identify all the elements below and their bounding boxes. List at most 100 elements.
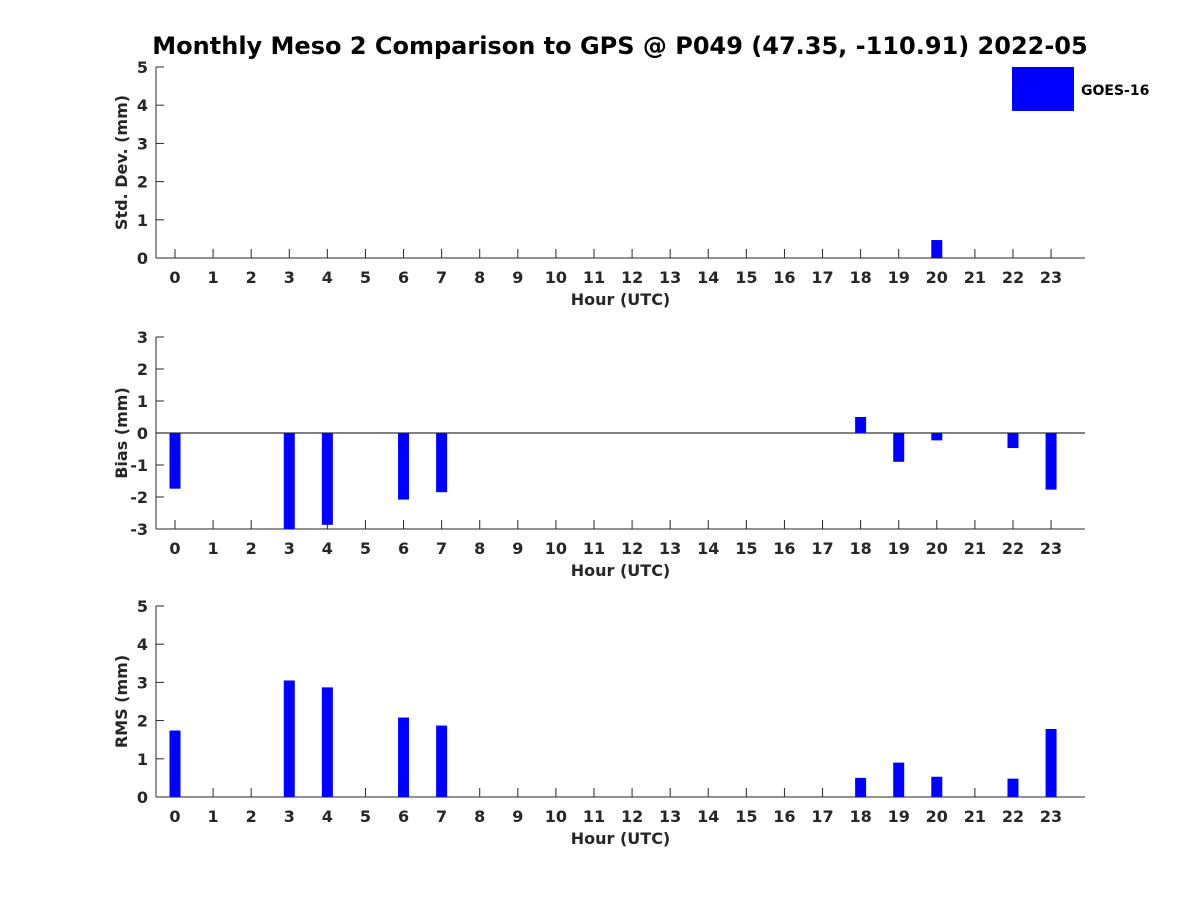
y-axis-label: Std. Dev. (mm) <box>112 95 131 230</box>
x-tick-label: 16 <box>773 807 795 826</box>
x-tick-label: 6 <box>398 268 409 287</box>
x-tick-label: 1 <box>208 807 219 826</box>
x-tick-label: 17 <box>811 539 833 558</box>
x-tick-label: 12 <box>621 807 643 826</box>
y-tick-label: 2 <box>137 712 148 731</box>
x-tick-label: 5 <box>360 539 371 558</box>
x-tick-label: 21 <box>964 268 986 287</box>
x-tick-label: 20 <box>926 807 948 826</box>
x-tick-label: 18 <box>849 539 871 558</box>
y-tick-label: 5 <box>137 597 148 616</box>
x-tick-label: 14 <box>697 807 719 826</box>
x-tick-label: 4 <box>322 268 333 287</box>
x-tick-label: 13 <box>659 268 681 287</box>
bar-hour-23 <box>1045 729 1057 797</box>
x-tick-label: 8 <box>474 268 485 287</box>
x-tick-label: 13 <box>659 807 681 826</box>
x-tick-label: 7 <box>436 539 447 558</box>
x-tick-label: 23 <box>1040 539 1062 558</box>
x-tick-label: 5 <box>360 268 371 287</box>
bar-hour-6 <box>398 717 410 797</box>
y-axis-label: RMS (mm) <box>112 655 131 748</box>
y-tick-label: 1 <box>137 750 148 769</box>
x-tick-label: 7 <box>436 807 447 826</box>
bar-hour-4 <box>321 433 333 525</box>
x-tick-label: 17 <box>811 807 833 826</box>
x-tick-label: 14 <box>697 539 719 558</box>
y-tick-label: -2 <box>130 488 148 507</box>
x-tick-label: 0 <box>169 268 180 287</box>
x-tick-label: 17 <box>811 268 833 287</box>
x-tick-label: 10 <box>545 268 567 287</box>
x-tick-label: 6 <box>398 539 409 558</box>
x-tick-label: 15 <box>735 268 757 287</box>
bar-hour-23 <box>1045 433 1057 490</box>
x-axis-label: Hour (UTC) <box>571 290 671 309</box>
x-tick-label: 3 <box>284 268 295 287</box>
x-tick-label: 15 <box>735 539 757 558</box>
legend-box <box>1012 67 1074 111</box>
bar-hour-7 <box>436 725 448 797</box>
bar-hour-3 <box>283 433 295 529</box>
bar-hour-19 <box>893 433 905 462</box>
x-tick-label: 16 <box>773 539 795 558</box>
x-tick-label: 7 <box>436 268 447 287</box>
bar-hour-22 <box>1007 778 1019 797</box>
x-tick-label: 19 <box>888 539 910 558</box>
x-tick-label: 9 <box>512 807 523 826</box>
x-tick-label: 20 <box>926 539 948 558</box>
x-tick-label: 23 <box>1040 268 1062 287</box>
bar-hour-18 <box>855 777 867 797</box>
x-tick-label: 18 <box>849 807 871 826</box>
x-tick-label: 9 <box>512 539 523 558</box>
legend: GOES-16 <box>1012 67 1149 111</box>
x-tick-label: 20 <box>926 268 948 287</box>
x-tick-label: 1 <box>208 539 219 558</box>
x-tick-label: 16 <box>773 268 795 287</box>
bar-hour-0 <box>169 433 181 489</box>
x-axis-label: Hour (UTC) <box>571 829 671 848</box>
x-tick-label: 2 <box>246 539 257 558</box>
bar-hour-7 <box>436 433 448 493</box>
chart-title: Monthly Meso 2 Comparison to GPS @ P049 … <box>152 32 1087 60</box>
x-tick-label: 18 <box>849 268 871 287</box>
y-axis-label: Bias (mm) <box>112 387 131 479</box>
x-tick-label: 21 <box>964 539 986 558</box>
x-tick-label: 2 <box>246 807 257 826</box>
x-tick-label: 23 <box>1040 807 1062 826</box>
bar-hour-4 <box>321 687 333 797</box>
y-tick-label: 2 <box>137 173 148 192</box>
x-tick-label: 19 <box>888 268 910 287</box>
y-tick-label: 1 <box>137 211 148 230</box>
x-tick-label: 3 <box>284 539 295 558</box>
y-tick-label: 3 <box>137 673 148 692</box>
x-tick-label: 8 <box>474 539 485 558</box>
bar-hour-20 <box>931 776 943 797</box>
bar-hour-19 <box>893 762 905 797</box>
x-tick-label: 2 <box>246 268 257 287</box>
x-tick-label: 13 <box>659 539 681 558</box>
x-tick-label: 11 <box>583 539 605 558</box>
bar-hour-0 <box>169 730 181 797</box>
y-tick-label: 0 <box>137 249 148 268</box>
y-tick-label: 5 <box>137 58 148 77</box>
x-tick-label: 12 <box>621 539 643 558</box>
y-tick-label: -3 <box>130 520 148 539</box>
bar-hour-20 <box>931 240 943 258</box>
y-tick-label: 2 <box>137 360 148 379</box>
x-tick-label: 6 <box>398 807 409 826</box>
x-tick-label: 11 <box>583 807 605 826</box>
x-tick-label: 14 <box>697 268 719 287</box>
x-tick-label: 0 <box>169 807 180 826</box>
y-tick-label: 0 <box>137 424 148 443</box>
y-tick-label: 1 <box>137 392 148 411</box>
bar-hour-18 <box>855 417 867 433</box>
x-tick-label: 3 <box>284 807 295 826</box>
bar-hour-22 <box>1007 433 1019 449</box>
legend-label: GOES-16 <box>1081 83 1149 99</box>
x-tick-label: 11 <box>583 268 605 287</box>
